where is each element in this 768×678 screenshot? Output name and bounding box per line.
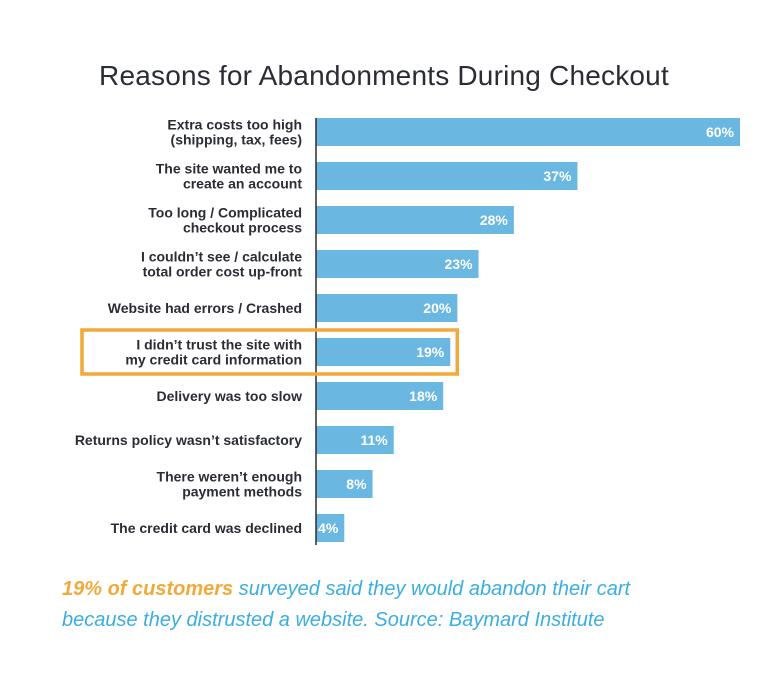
bar-0 <box>316 118 740 146</box>
bar-8 <box>316 470 373 498</box>
bar-1 <box>316 162 578 190</box>
bar-2 <box>316 206 514 234</box>
bar-7 <box>316 426 394 454</box>
category-label-4-line-0: Website had errors / Crashed <box>108 300 302 316</box>
category-label-7: Returns policy wasn’t satisfactory <box>75 432 302 448</box>
category-label-0-line-1: (shipping, tax, fees) <box>171 132 302 148</box>
chart-title: Reasons for Abandonments During Checkout <box>99 60 669 91</box>
data-label-5: 19% <box>416 344 445 360</box>
bar-3 <box>316 250 479 278</box>
category-label-1-line-1: create an account <box>183 176 302 192</box>
bars-layer: 60% 37% 28% 23% 20% 19% 18% 11% 8% 4% <box>316 118 740 542</box>
data-label-9: 4% <box>318 520 339 536</box>
category-label-6: Delivery was too slow <box>157 388 303 404</box>
highlight-box <box>80 328 460 376</box>
bar-4 <box>316 294 458 322</box>
category-labels-layer: Extra costs too high (shipping, tax, fees… <box>75 117 303 537</box>
category-label-7-line-0: Returns policy wasn’t satisfactory <box>75 432 302 448</box>
category-label-4: Website had errors / Crashed <box>108 300 302 316</box>
data-label-4: 20% <box>423 300 452 316</box>
category-label-3: I couldn’t see / calculate total order co… <box>141 249 302 280</box>
data-label-3: 23% <box>445 256 474 272</box>
category-label-6-line-0: Delivery was too slow <box>157 388 303 404</box>
category-label-5: I didn’t trust the site with my credit ca… <box>125 337 302 368</box>
category-label-3-line-0: I couldn’t see / calculate <box>141 249 302 265</box>
caption: 19% of customers surveyed said they woul… <box>62 574 752 636</box>
bar-9 <box>316 514 345 542</box>
category-label-3-line-1: total order cost up-front <box>143 264 303 280</box>
category-label-1: The site wanted me to create an account <box>156 161 303 192</box>
data-label-6: 18% <box>409 388 438 404</box>
category-label-2-line-1: checkout process <box>183 220 302 236</box>
category-label-5-line-1: my credit card information <box>125 352 302 368</box>
data-label-7: 11% <box>360 432 388 448</box>
category-label-0-line-0: Extra costs too high <box>167 117 302 133</box>
data-label-1: 37% <box>543 168 572 184</box>
bar-chart: 60% 37% 28% 23% 20% 19% 18% 11% 8% 4% Extra costs… <box>75 117 740 545</box>
category-label-8-line-0: There weren’t enough <box>157 469 302 485</box>
category-label-8-line-1: payment methods <box>182 484 302 500</box>
bar-5 <box>316 338 451 366</box>
category-label-0: Extra costs too high (shipping, tax, fees… <box>167 117 302 148</box>
category-label-8: There weren’t enough payment methods <box>157 469 303 500</box>
category-label-9: The credit card was declined <box>111 520 302 536</box>
category-label-1-line-0: The site wanted me to <box>156 161 302 177</box>
caption-line1-rest: surveyed said they would abandon their c… <box>233 578 631 600</box>
category-label-2: Too long / Complicated checkout process <box>148 205 302 236</box>
data-label-0: 60% <box>706 124 735 140</box>
data-label-2: 28% <box>480 212 509 228</box>
caption-highlight: 19% of customers <box>62 578 234 600</box>
caption-line2: because they distrusted a website. Sourc… <box>62 609 605 631</box>
category-label-5-line-0: I didn’t trust the site with <box>136 337 302 353</box>
data-label-8: 8% <box>346 476 367 492</box>
bar-6 <box>316 382 444 410</box>
category-label-9-line-0: The credit card was declined <box>111 520 302 536</box>
category-label-2-line-0: Too long / Complicated <box>148 205 302 221</box>
